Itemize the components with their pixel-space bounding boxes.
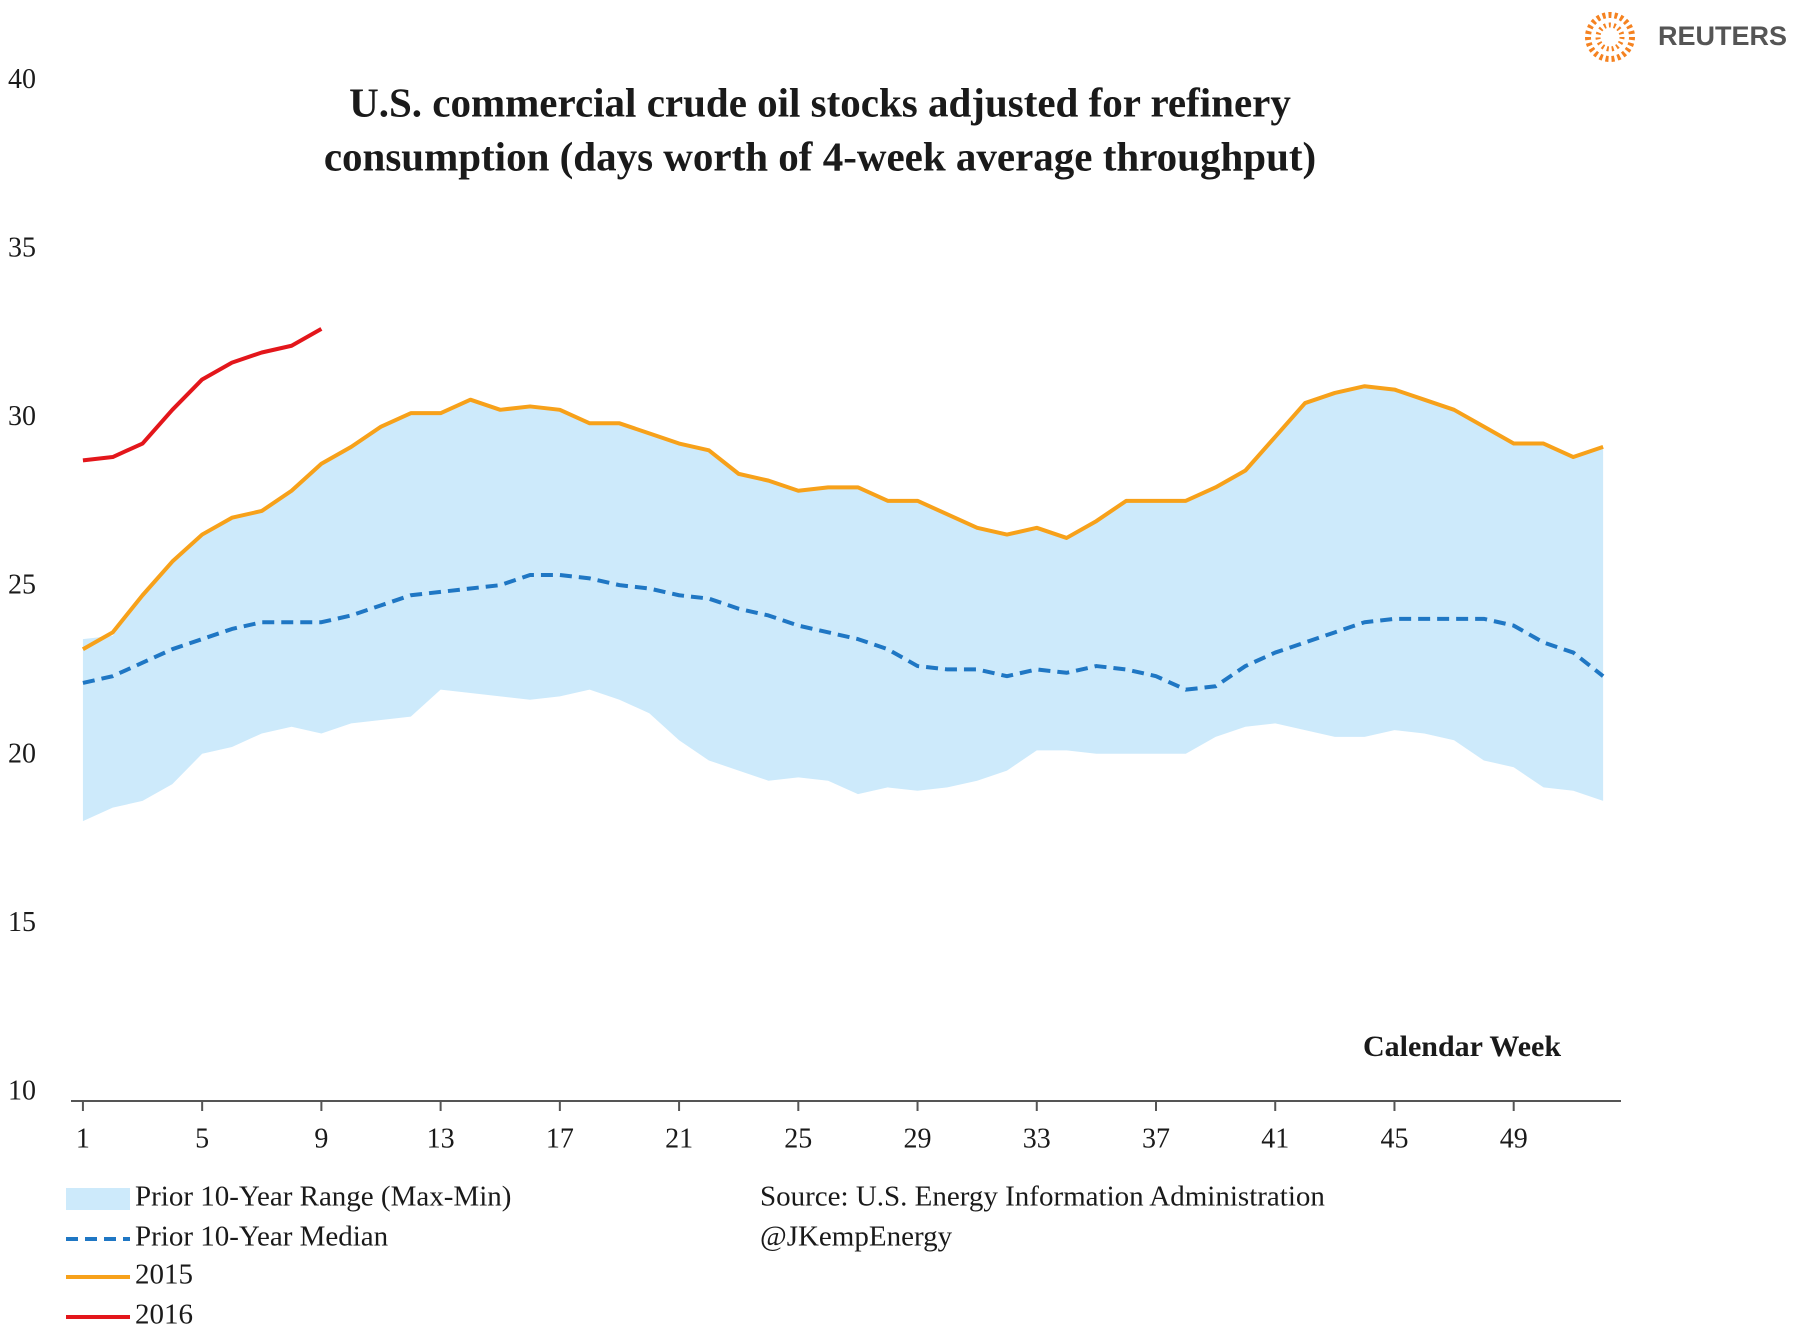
x-tick-label: 5 xyxy=(195,1123,209,1154)
x-tick-label: 25 xyxy=(784,1123,812,1154)
source-note: Source: U.S. Energy Information Administ… xyxy=(760,1181,1325,1213)
legend-swatch xyxy=(66,1188,130,1210)
y-tick-label: 15 xyxy=(8,907,36,938)
legend-label: Prior 10-Year Range (Max-Min) xyxy=(135,1181,511,1213)
logo-mark xyxy=(1595,22,1625,52)
x-axis-label: Calendar Week xyxy=(1363,1030,1561,1063)
source-note: @JKempEnergy xyxy=(760,1221,953,1253)
chart-title: U.S. commercial crude oil stocks adjuste… xyxy=(349,79,1291,125)
x-tick-label: 49 xyxy=(1500,1123,1528,1154)
series-line xyxy=(81,384,1604,651)
x-tick-label: 21 xyxy=(665,1123,693,1154)
logo-text: REUTERS xyxy=(1658,21,1787,51)
legend-label: 2015 xyxy=(135,1259,193,1291)
legend-label: Prior 10-Year Median xyxy=(135,1221,389,1253)
x-tick-label: 13 xyxy=(427,1123,455,1154)
y-tick-label: 20 xyxy=(8,738,36,769)
chart-title: consumption (days worth of 4-week averag… xyxy=(324,133,1316,179)
x-tick-label: 29 xyxy=(904,1123,932,1154)
range-area xyxy=(82,386,1604,822)
x-tick-label: 37 xyxy=(1142,1123,1170,1154)
series-line xyxy=(82,573,1605,692)
series-line xyxy=(82,327,323,463)
legend-label: 2016 xyxy=(135,1299,193,1331)
x-tick-label: 1 xyxy=(76,1123,90,1154)
x-tick-label: 9 xyxy=(314,1123,328,1154)
y-tick-label: 10 xyxy=(8,1075,36,1106)
x-tick-label: 45 xyxy=(1380,1123,1408,1154)
x-tick-label: 17 xyxy=(546,1123,574,1154)
y-tick-label: 25 xyxy=(8,570,36,601)
y-tick-label: 35 xyxy=(8,233,36,264)
x-tick-label: 41 xyxy=(1261,1123,1289,1154)
y-tick-label: 30 xyxy=(8,401,36,432)
x-tick-label: 33 xyxy=(1023,1123,1051,1154)
reuters-logo: REUTERS xyxy=(1585,12,1787,62)
y-tick-label: 40 xyxy=(8,64,36,95)
logo-mark xyxy=(1585,12,1635,62)
